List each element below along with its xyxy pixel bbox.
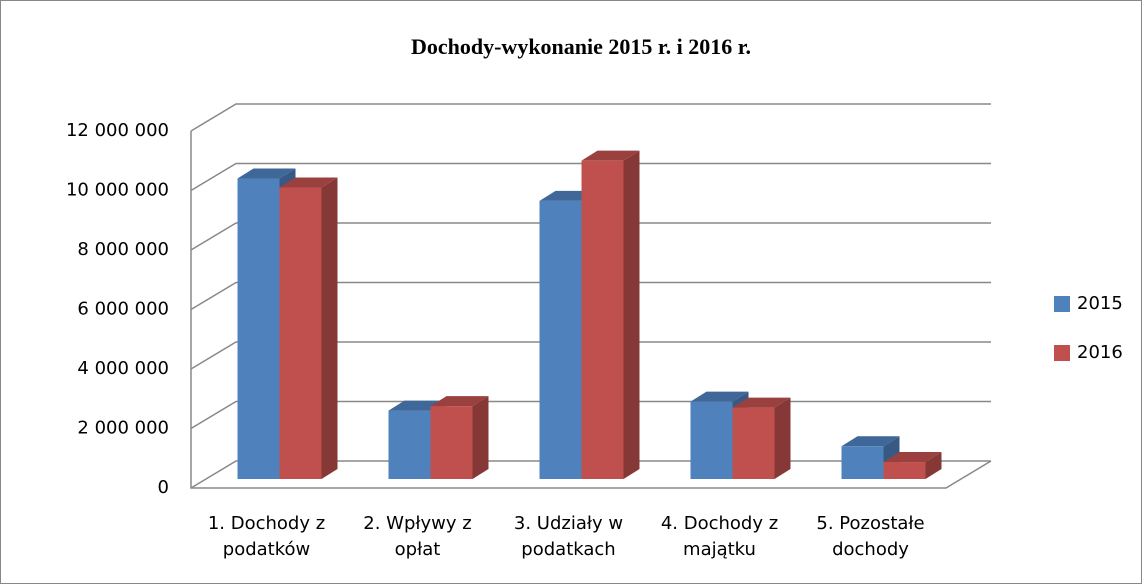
bar xyxy=(690,401,733,479)
bar xyxy=(388,410,431,479)
y-tick-label: 10 000 000 xyxy=(66,180,169,201)
grid-line xyxy=(190,162,991,192)
bar xyxy=(279,187,322,479)
bar-side xyxy=(321,177,338,479)
y-tick-label: 4 000 000 xyxy=(77,358,169,379)
bar xyxy=(430,406,473,479)
y-tick-label: 8 000 000 xyxy=(77,239,169,260)
grid-line xyxy=(190,222,991,251)
legend-label: 2016 xyxy=(1077,342,1123,363)
bar-top xyxy=(883,452,942,463)
bar-side xyxy=(774,397,791,479)
bar xyxy=(883,462,926,479)
x-tick-label: 1. Dochody z podatków xyxy=(207,513,326,560)
legend-swatch xyxy=(1054,296,1070,312)
bar-top xyxy=(237,168,296,179)
bar-top xyxy=(841,436,900,447)
y-tick-label: 6 000 000 xyxy=(77,299,169,320)
legend-swatch xyxy=(1054,345,1070,361)
grid-line xyxy=(190,341,991,370)
bar-top xyxy=(279,177,338,188)
legend-label: 2015 xyxy=(1077,293,1123,314)
y-tick-label: 0 xyxy=(158,477,169,498)
bar xyxy=(732,407,775,479)
bar xyxy=(841,446,884,479)
chart-title: Dochody-wykonanie 2015 r. i 2016 r. xyxy=(411,34,751,59)
x-tick-label: 5. Pozostałe dochody xyxy=(816,513,925,560)
bar xyxy=(581,160,624,480)
bar-top xyxy=(732,397,791,408)
x-tick-label: 3. Udziały w podatkach xyxy=(513,513,624,560)
bar-side xyxy=(472,396,489,479)
bar-top xyxy=(690,391,749,402)
x-tick-label: 2. Wpływy z opłat xyxy=(363,513,472,560)
grid-line xyxy=(190,103,991,132)
bar xyxy=(539,200,582,479)
bar-top xyxy=(430,396,489,407)
y-tick-label: 12 000 000 xyxy=(66,120,169,141)
bar-side xyxy=(925,452,942,479)
grid-line xyxy=(190,281,991,311)
bar xyxy=(237,178,280,479)
x-tick-label: 4. Dochody z majątku xyxy=(660,513,779,560)
y-tick-label: 2 000 000 xyxy=(77,418,169,439)
bar-side xyxy=(623,150,640,480)
bar-top xyxy=(581,150,640,161)
